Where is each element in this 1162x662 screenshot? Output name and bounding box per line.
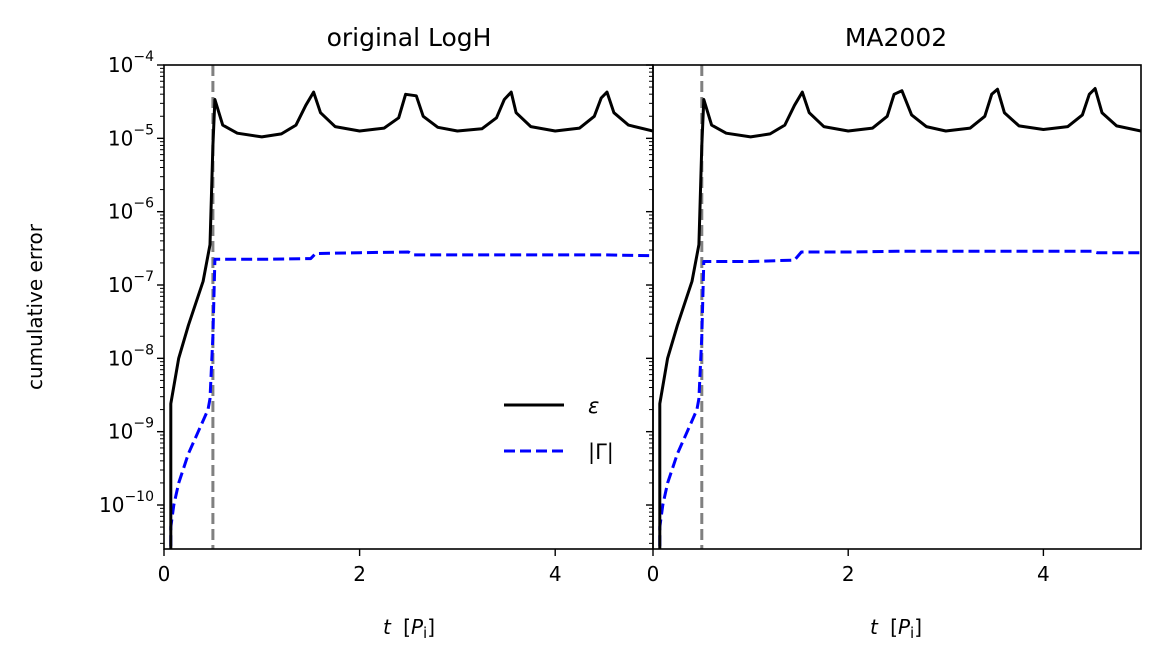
y-tick-label: 10−6 [108, 196, 154, 224]
series-line-gamma [658, 249, 1141, 549]
legend-label-eps: ε [588, 394, 599, 418]
x-axis-unit: P [411, 615, 424, 639]
y-axis-label: cumulative error [23, 223, 47, 390]
x-tick-label: 4 [549, 562, 562, 586]
x-axis-label: t [Pi] [383, 615, 435, 642]
x-tick-label: 0 [158, 562, 171, 586]
y-tick-label: 10−4 [108, 49, 154, 77]
y-tick-label: 10−9 [108, 416, 154, 444]
series-line-epsilon [658, 87, 1141, 549]
y-tick-label: 10−5 [108, 122, 154, 150]
panel-title: MA2002 [845, 23, 947, 52]
plot-frame [652, 64, 1142, 550]
panel-title: original LogH [327, 23, 492, 52]
legend-label-gamma: |Γ| [588, 440, 614, 465]
y-tick-label: 10−8 [108, 342, 154, 370]
x-axis-unit-sub: i [423, 624, 427, 642]
x-axis-var: t [383, 615, 392, 639]
x-tick-label: 2 [842, 562, 855, 586]
x-axis-unit: P [898, 615, 911, 639]
legend: ε |Γ| [504, 394, 614, 465]
x-tick-label: 2 [353, 562, 366, 586]
series-line-epsilon [169, 90, 653, 549]
panel-ma2002: MA2002 0 2 4 t [Pi] [646, 23, 1142, 642]
series-line-gamma [169, 250, 653, 549]
y-tick-label: 10−10 [99, 489, 154, 517]
x-axis-label: t [Pi] [870, 615, 922, 642]
y-tick-label: 10−7 [108, 269, 154, 297]
x-axis-unit-sub: i [910, 624, 914, 642]
x-tick-label: 4 [1037, 562, 1050, 586]
plot-frame [163, 64, 654, 550]
x-tick-label: 0 [647, 562, 660, 586]
x-axis-var: t [870, 615, 879, 639]
panel-original-logh: original LogH 0 2 4 10−10 10−9 10−8 10−7 10−6 10… [99, 23, 654, 642]
